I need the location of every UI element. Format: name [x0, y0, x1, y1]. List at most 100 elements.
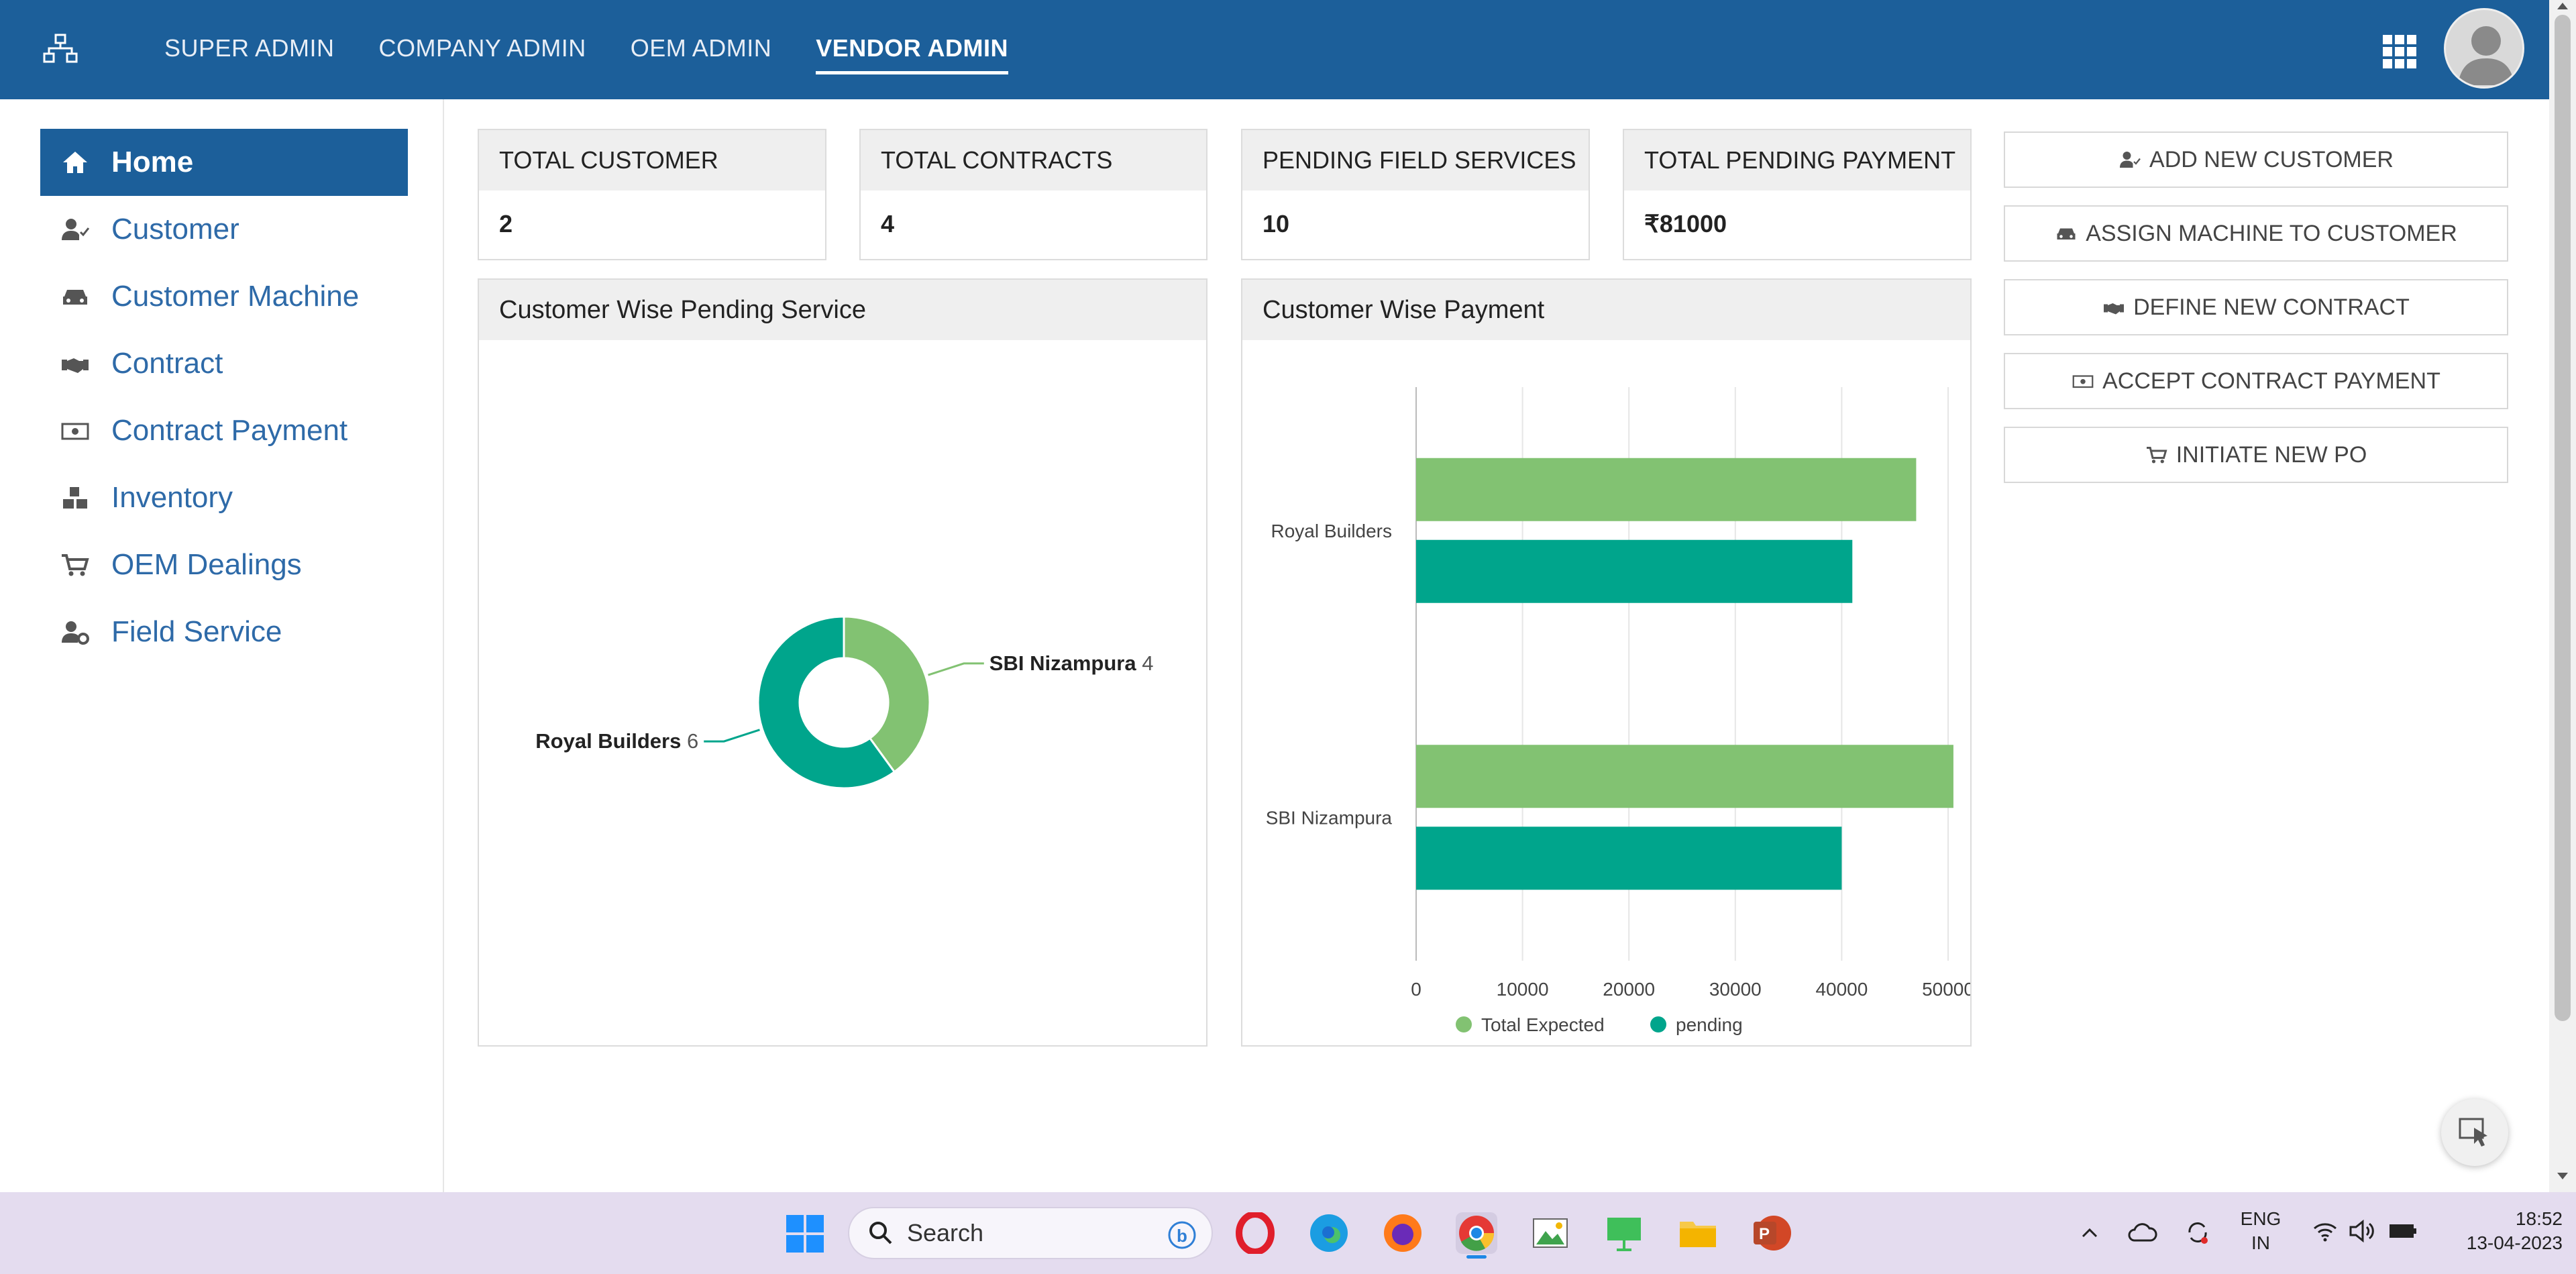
x-tick-label: 40000: [1815, 979, 1868, 1000]
chevron-up-icon[interactable]: [2080, 1223, 2100, 1243]
sidebar-item-customer[interactable]: Customer: [40, 196, 408, 263]
legend-label: pending: [1676, 1014, 1743, 1035]
sidebar-item-field-service[interactable]: Field Service: [40, 598, 408, 666]
edge-icon[interactable]: [1308, 1212, 1350, 1254]
sidebar-item-oem-dealings[interactable]: OEM Dealings: [40, 531, 408, 598]
lang-line2: IN: [2251, 1232, 2270, 1253]
lang-line1: ENG: [2240, 1208, 2282, 1229]
stat-card-total-contracts: TOTAL CONTRACTS 4: [859, 129, 1208, 260]
assign-machine-to-customer-button[interactable]: ASSIGN MACHINE TO CUSTOMER: [2004, 205, 2508, 262]
powerpoint-icon[interactable]: P: [1751, 1212, 1792, 1254]
sidebar-item-inventory[interactable]: Inventory: [40, 464, 408, 531]
stat-value: ₹81000: [1644, 210, 1727, 237]
sidebar-item-contract[interactable]: Contract: [40, 330, 408, 397]
sync-icon[interactable]: [2184, 1219, 2211, 1246]
panel-title: Customer Wise Payment: [1242, 280, 1970, 340]
opera-icon[interactable]: [1234, 1211, 1276, 1255]
home-icon: [59, 149, 91, 176]
bar: [1416, 827, 1842, 890]
scroll-up-arrow-icon[interactable]: [2557, 3, 2568, 9]
nav-company-admin[interactable]: COMPANY ADMIN: [378, 34, 586, 62]
sidebar-item-label: OEM Dealings: [111, 548, 302, 581]
apps-grid-icon[interactable]: [2383, 35, 2416, 68]
money-icon: [59, 417, 91, 444]
image-editor-icon[interactable]: [1529, 1212, 1571, 1254]
sidebar-item-contract-payment[interactable]: Contract Payment: [40, 397, 408, 464]
wifi-icon[interactable]: [2312, 1219, 2339, 1243]
network-logo-icon[interactable]: [43, 34, 78, 63]
stat-card-total-pending-payment: TOTAL PENDING PAYMENT ₹81000: [1623, 129, 1972, 260]
presentation-app-icon[interactable]: [1603, 1212, 1645, 1254]
bar-chart: 0 10000 20000 30000 40000 50000 Royal Builders…: [1266, 387, 1974, 1035]
category-label: SBI Nizampura: [1266, 807, 1393, 828]
accept-contract-payment-button[interactable]: ACCEPT CONTRACT PAYMENT: [2004, 353, 2508, 409]
donut-label: Royal Builders 6: [535, 729, 698, 753]
sidebar-item-label: Customer Machine: [111, 280, 360, 313]
scroll-down-arrow-icon[interactable]: [2557, 1173, 2568, 1179]
bing-icon[interactable]: b: [1167, 1220, 1197, 1250]
x-tick-label: 30000: [1709, 979, 1762, 1000]
top-navbar: SUPER ADMIN COMPANY ADMIN OEM ADMIN VEND…: [0, 0, 2549, 99]
donut-slice: [843, 615, 931, 774]
sidebar-item-home[interactable]: Home: [40, 129, 408, 196]
add-new-customer-button[interactable]: ADD NEW CUSTOMER: [2004, 131, 2508, 188]
payment-panel: Customer Wise Payment 0 10000 20000 30000 40…: [1241, 278, 1974, 1047]
bar: [1416, 458, 1917, 521]
nav-vendor-admin[interactable]: VENDOR ADMIN: [816, 34, 1008, 74]
pending-service-panel: Customer Wise Pending Service SBI Nizamp…: [478, 278, 1208, 1047]
windows-taskbar: Search b P: [0, 1192, 2576, 1274]
donut-slice: [757, 615, 896, 790]
nav-super-admin[interactable]: SUPER ADMIN: [164, 34, 335, 62]
initiate-new-po-button[interactable]: INITIATE NEW PO: [2004, 427, 2508, 483]
taskbar-search-input[interactable]: Search b: [848, 1207, 1213, 1259]
handshake-icon: [59, 350, 91, 377]
language-indicator[interactable]: ENG IN: [2234, 1207, 2288, 1255]
button-label: INITIATE NEW PO: [2176, 441, 2367, 468]
nav-oem-admin[interactable]: OEM ADMIN: [630, 34, 772, 62]
user-check-icon: [59, 216, 91, 243]
sidebar-item-label: Field Service: [111, 615, 282, 648]
donut-label: SBI Nizampura 4: [989, 651, 1154, 675]
button-label: ASSIGN MACHINE TO CUSTOMER: [2086, 220, 2457, 246]
avatar[interactable]: [2444, 8, 2524, 89]
cart-icon: [59, 551, 91, 578]
bar: [1416, 539, 1853, 603]
battery-icon[interactable]: [2388, 1222, 2418, 1240]
scrollbar-thumb[interactable]: [2555, 15, 2571, 1021]
screen-select-button[interactable]: [2441, 1099, 2508, 1166]
volume-icon[interactable]: [2348, 1219, 2376, 1243]
search-icon: [869, 1222, 892, 1244]
clock-date: 13-04-2023: [2466, 1232, 2563, 1253]
legend-marker: [1456, 1016, 1472, 1032]
money-icon: [2072, 375, 2094, 388]
clock-time: 18:52: [2515, 1208, 2563, 1229]
vertical-scrollbar[interactable]: [2549, 0, 2576, 1192]
windows-start-icon[interactable]: [785, 1214, 825, 1254]
button-label: ACCEPT CONTRACT PAYMENT: [2102, 368, 2440, 394]
stat-title: PENDING FIELD SERVICES: [1242, 130, 1589, 191]
sidebar-item-customer-machine[interactable]: Customer Machine: [40, 263, 408, 330]
donut-leader-line: [704, 729, 760, 743]
define-new-contract-button[interactable]: DEFINE NEW CONTRACT: [2004, 279, 2508, 335]
chrome-icon[interactable]: [1456, 1212, 1497, 1259]
car-icon: [59, 283, 91, 310]
stat-value: 10: [1263, 210, 1290, 237]
boxes-icon: [59, 484, 91, 511]
user-gear-icon: [59, 619, 91, 645]
clock[interactable]: 18:52 13-04-2023: [2435, 1207, 2563, 1255]
file-explorer-icon[interactable]: [1677, 1212, 1719, 1254]
x-tick-label: 10000: [1497, 979, 1549, 1000]
sidebar-item-label: Inventory: [111, 481, 233, 514]
category-label: Royal Builders: [1271, 521, 1392, 541]
search-placeholder: Search: [907, 1219, 984, 1246]
stat-card-pending-field-services: PENDING FIELD SERVICES 10: [1241, 129, 1590, 260]
sidebar-item-label: Contract Payment: [111, 414, 348, 447]
legend-label: Total Expected: [1481, 1014, 1605, 1035]
cloud-icon[interactable]: [2128, 1222, 2157, 1243]
donut-leader-line: [928, 662, 984, 676]
panel-title: Customer Wise Pending Service: [479, 280, 1206, 340]
firefox-icon[interactable]: [1382, 1212, 1424, 1254]
main-nav: SUPER ADMIN COMPANY ADMIN OEM ADMIN VEND…: [164, 0, 1008, 99]
sidebar-item-label: Contract: [111, 347, 223, 380]
button-label: DEFINE NEW CONTRACT: [2133, 294, 2410, 320]
